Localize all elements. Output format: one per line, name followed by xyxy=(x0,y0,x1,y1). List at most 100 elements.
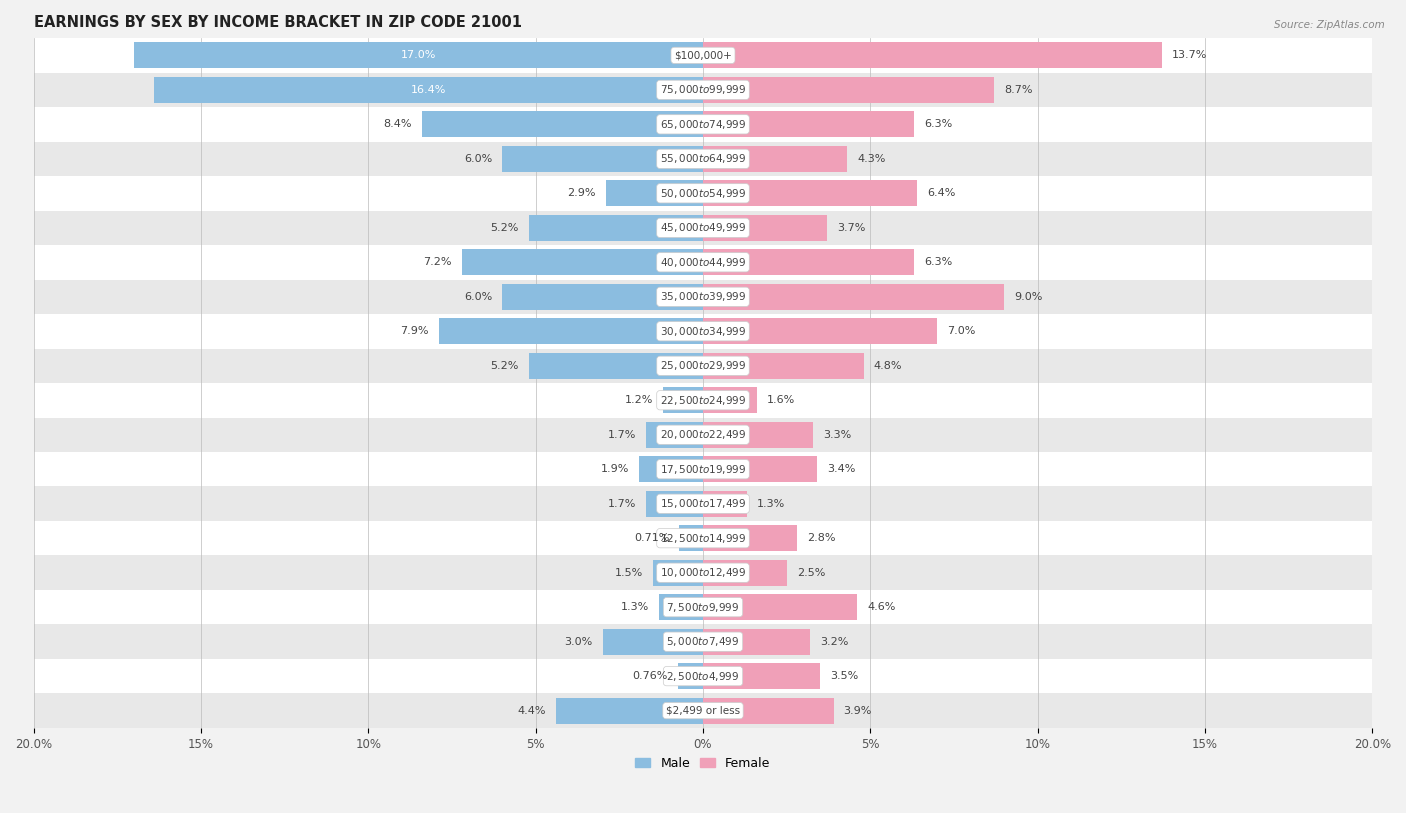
Bar xyxy=(703,250,914,276)
Bar xyxy=(34,38,1372,72)
Bar xyxy=(34,245,1372,280)
Text: 3.7%: 3.7% xyxy=(837,223,865,233)
Bar xyxy=(703,594,858,620)
Text: 0.71%: 0.71% xyxy=(634,533,669,543)
Text: 6.0%: 6.0% xyxy=(464,292,492,302)
Text: 7.0%: 7.0% xyxy=(948,326,976,337)
Bar xyxy=(662,387,703,413)
Bar xyxy=(529,215,703,241)
Text: $25,000 to $29,999: $25,000 to $29,999 xyxy=(659,359,747,372)
Legend: Male, Female: Male, Female xyxy=(636,757,770,770)
Bar xyxy=(34,141,1372,176)
Text: 2.9%: 2.9% xyxy=(568,189,596,198)
Bar xyxy=(703,456,817,482)
Text: $50,000 to $54,999: $50,000 to $54,999 xyxy=(659,187,747,200)
Text: $5,000 to $7,499: $5,000 to $7,499 xyxy=(666,635,740,648)
Text: 1.3%: 1.3% xyxy=(756,498,785,509)
Text: 3.5%: 3.5% xyxy=(830,672,859,681)
Text: $75,000 to $99,999: $75,000 to $99,999 xyxy=(659,84,747,97)
Text: $45,000 to $49,999: $45,000 to $49,999 xyxy=(659,221,747,234)
Text: 1.3%: 1.3% xyxy=(621,602,650,612)
Bar xyxy=(34,383,1372,418)
Text: 17.0%: 17.0% xyxy=(401,50,436,60)
Bar xyxy=(155,77,703,102)
Bar xyxy=(703,353,863,379)
Bar xyxy=(703,663,820,689)
Text: $2,500 to $4,999: $2,500 to $4,999 xyxy=(666,670,740,683)
Text: $40,000 to $44,999: $40,000 to $44,999 xyxy=(659,256,747,269)
Text: 3.0%: 3.0% xyxy=(564,637,592,646)
Bar xyxy=(34,555,1372,590)
Text: 5.2%: 5.2% xyxy=(491,361,519,371)
Text: 9.0%: 9.0% xyxy=(1014,292,1043,302)
Bar xyxy=(703,560,787,585)
Text: $100,000+: $100,000+ xyxy=(673,50,733,60)
Text: 3.2%: 3.2% xyxy=(820,637,849,646)
Text: 5.2%: 5.2% xyxy=(491,223,519,233)
Bar xyxy=(34,486,1372,521)
Text: EARNINGS BY SEX BY INCOME BRACKET IN ZIP CODE 21001: EARNINGS BY SEX BY INCOME BRACKET IN ZIP… xyxy=(34,15,522,30)
Text: 2.8%: 2.8% xyxy=(807,533,835,543)
Bar xyxy=(647,491,703,516)
Bar xyxy=(134,42,703,68)
Text: 4.4%: 4.4% xyxy=(517,706,546,715)
Bar xyxy=(34,418,1372,452)
Bar xyxy=(703,422,814,448)
Text: 0.76%: 0.76% xyxy=(633,672,668,681)
Bar xyxy=(34,624,1372,659)
Bar xyxy=(439,319,703,344)
Text: 6.0%: 6.0% xyxy=(464,154,492,164)
Bar xyxy=(703,180,917,207)
Bar xyxy=(34,452,1372,486)
Bar xyxy=(703,77,994,102)
Bar xyxy=(652,560,703,585)
Bar xyxy=(603,628,703,654)
Text: $12,500 to $14,999: $12,500 to $14,999 xyxy=(659,532,747,545)
Text: 1.9%: 1.9% xyxy=(600,464,630,474)
Text: Source: ZipAtlas.com: Source: ZipAtlas.com xyxy=(1274,20,1385,30)
Bar xyxy=(34,349,1372,383)
Text: $7,500 to $9,999: $7,500 to $9,999 xyxy=(666,601,740,614)
Bar xyxy=(678,663,703,689)
Bar xyxy=(703,215,827,241)
Text: 6.3%: 6.3% xyxy=(924,120,952,129)
Text: 8.4%: 8.4% xyxy=(384,120,412,129)
Text: 7.2%: 7.2% xyxy=(423,257,451,267)
Bar xyxy=(34,314,1372,349)
Text: $30,000 to $34,999: $30,000 to $34,999 xyxy=(659,324,747,337)
Text: $55,000 to $64,999: $55,000 to $64,999 xyxy=(659,152,747,165)
Bar xyxy=(703,387,756,413)
Bar xyxy=(703,698,834,724)
Text: 13.7%: 13.7% xyxy=(1171,50,1206,60)
Bar xyxy=(703,525,797,551)
Text: 2.5%: 2.5% xyxy=(797,567,825,578)
Bar xyxy=(34,176,1372,211)
Bar xyxy=(34,590,1372,624)
Text: 16.4%: 16.4% xyxy=(411,85,446,95)
Bar xyxy=(34,211,1372,245)
Bar xyxy=(703,111,914,137)
Bar xyxy=(502,284,703,310)
Text: $2,499 or less: $2,499 or less xyxy=(666,706,740,715)
Text: 3.4%: 3.4% xyxy=(827,464,855,474)
Bar xyxy=(463,250,703,276)
Text: 1.2%: 1.2% xyxy=(624,395,652,405)
Bar xyxy=(703,628,810,654)
Text: $35,000 to $39,999: $35,000 to $39,999 xyxy=(659,290,747,303)
Text: 1.7%: 1.7% xyxy=(607,430,636,440)
Text: 6.4%: 6.4% xyxy=(928,189,956,198)
Text: 3.9%: 3.9% xyxy=(844,706,872,715)
Text: 4.3%: 4.3% xyxy=(858,154,886,164)
Text: $22,500 to $24,999: $22,500 to $24,999 xyxy=(659,393,747,406)
Bar xyxy=(529,353,703,379)
Bar xyxy=(422,111,703,137)
Bar xyxy=(647,422,703,448)
Text: 4.8%: 4.8% xyxy=(873,361,903,371)
Bar xyxy=(34,107,1372,141)
Text: 1.5%: 1.5% xyxy=(614,567,643,578)
Bar xyxy=(555,698,703,724)
Text: 6.3%: 6.3% xyxy=(924,257,952,267)
Bar xyxy=(34,72,1372,107)
Bar xyxy=(34,521,1372,555)
Bar xyxy=(606,180,703,207)
